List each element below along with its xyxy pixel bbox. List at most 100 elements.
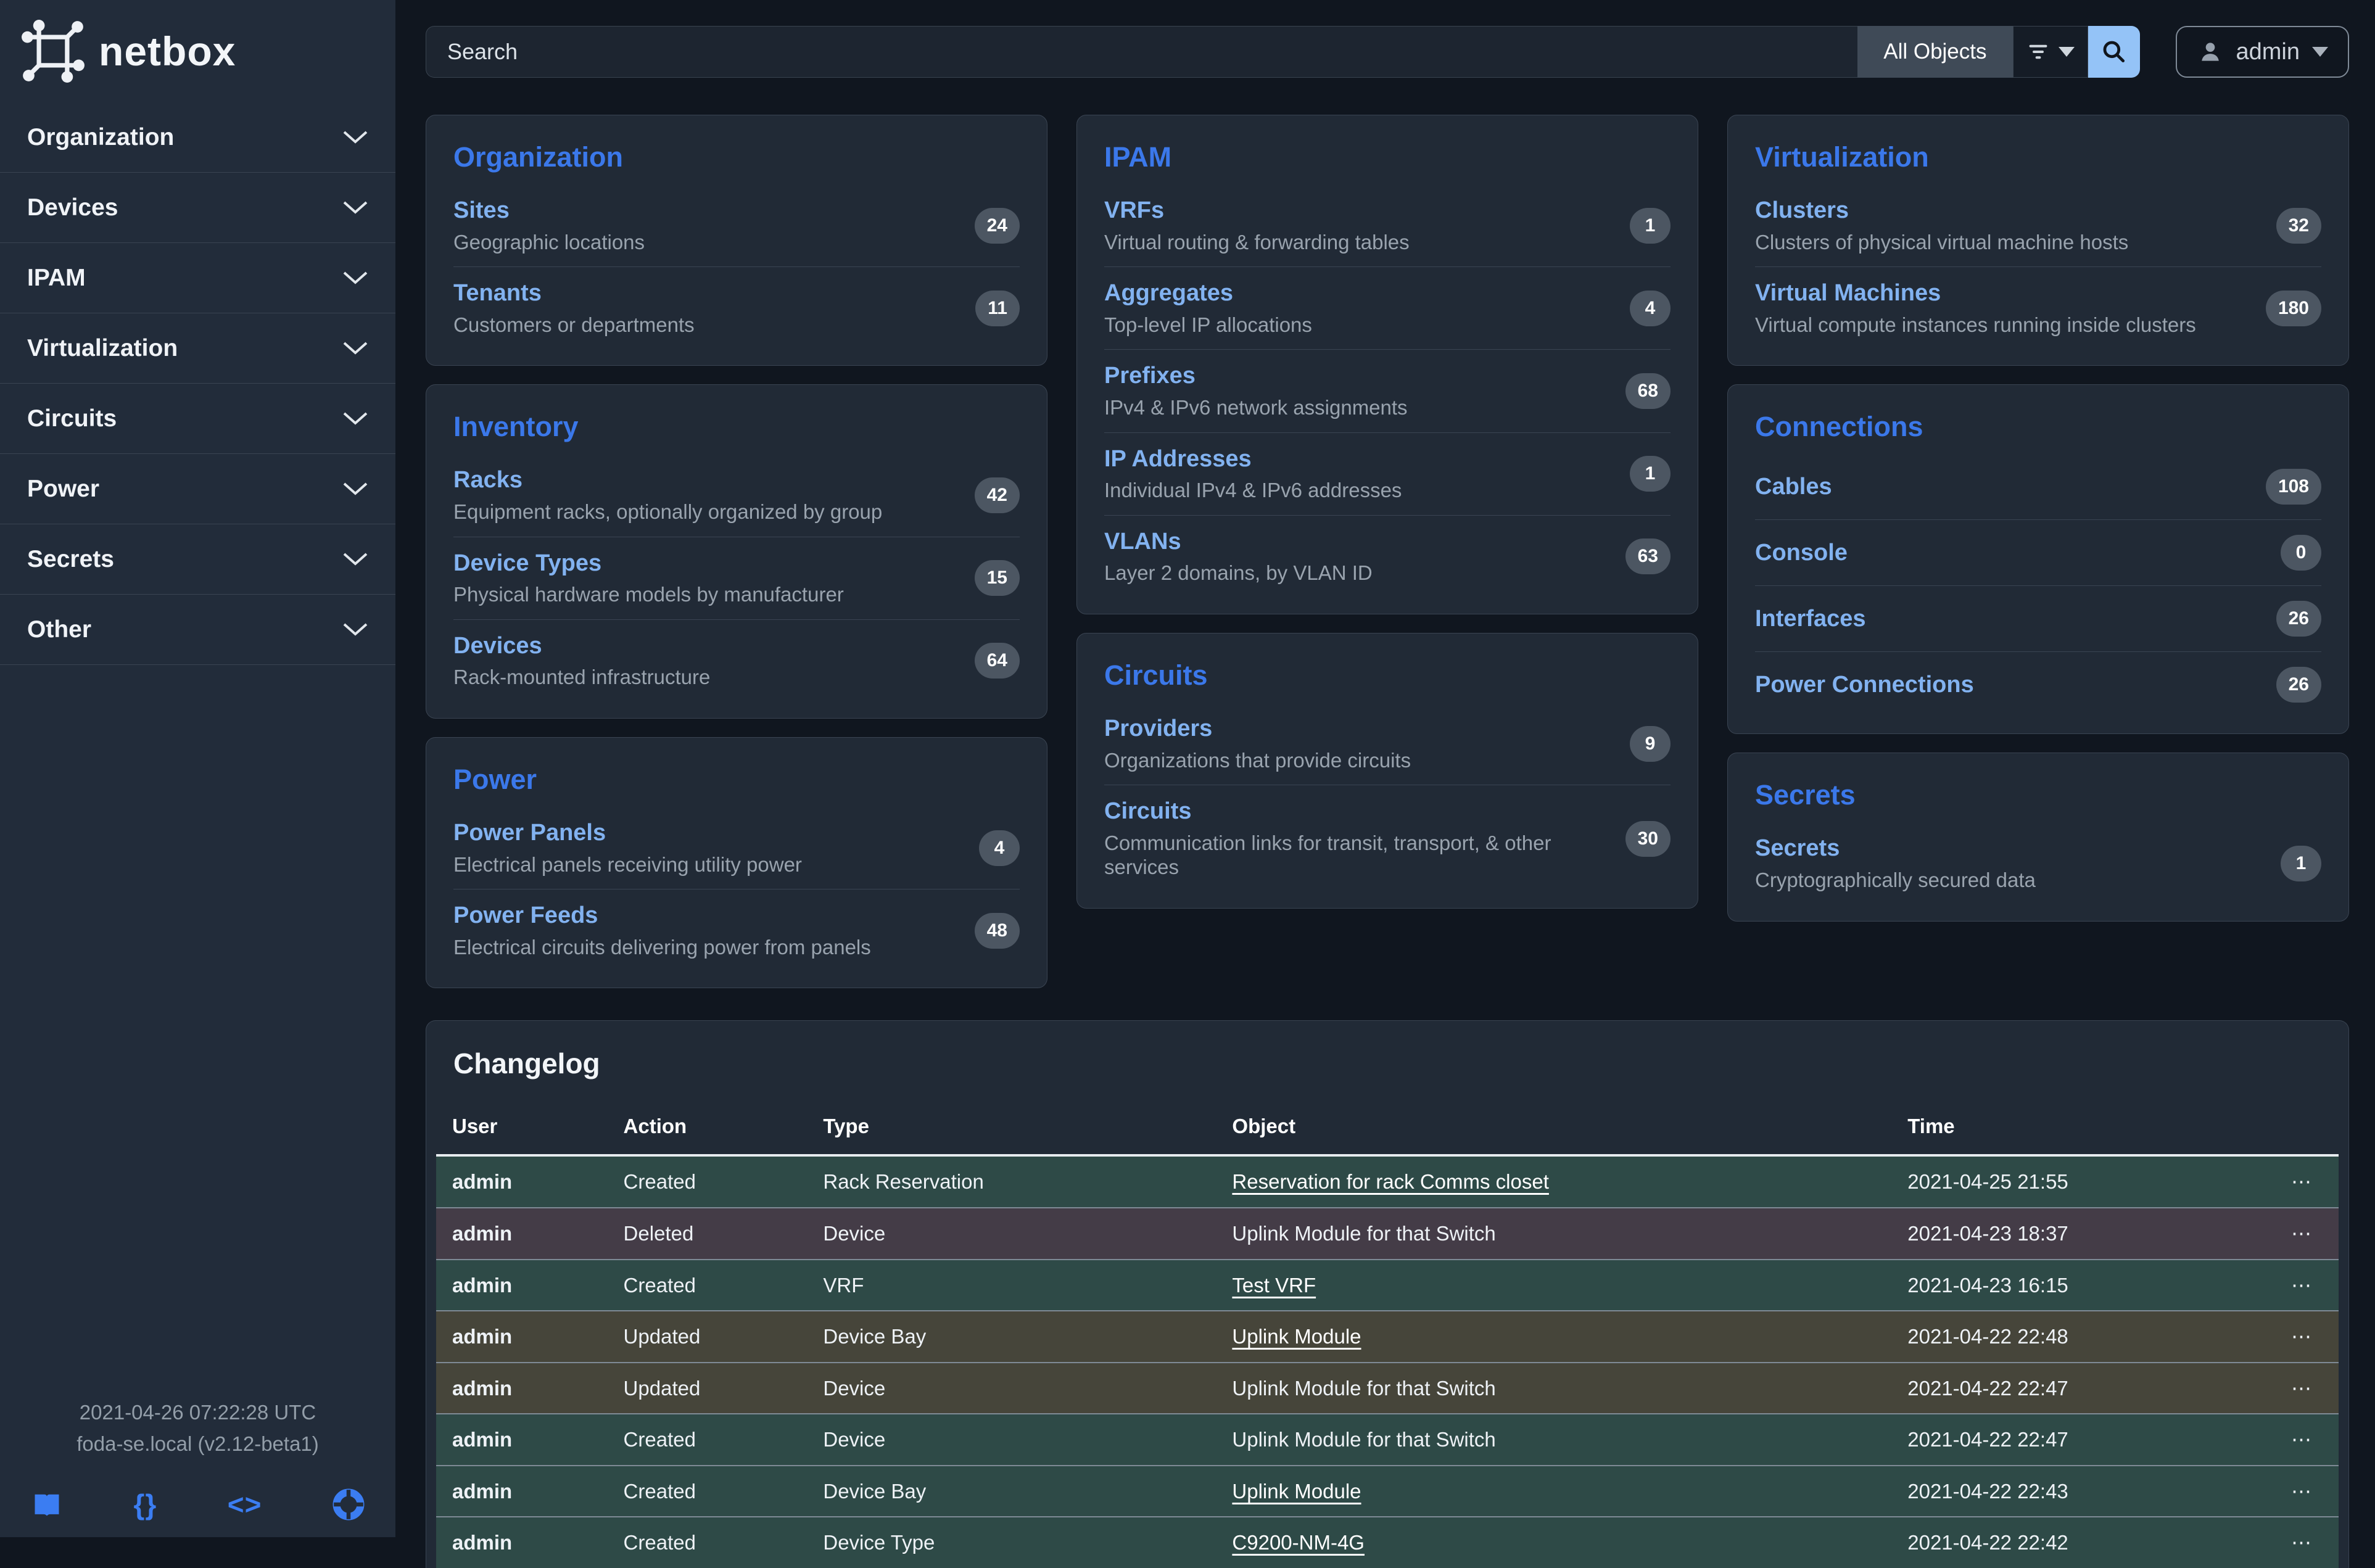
list-item: Tenants Customers or departments 11: [453, 267, 1020, 349]
power-feeds-link[interactable]: Power Feeds: [453, 902, 598, 930]
list-item: Secrets Cryptographically secured data 1: [1755, 822, 2321, 904]
tenants-link[interactable]: Tenants: [453, 279, 542, 308]
sidebar-item-devices[interactable]: Devices: [0, 173, 395, 243]
providers-link[interactable]: Providers: [1104, 715, 1212, 743]
chevron-down-icon: [342, 130, 368, 145]
prefixes-link[interactable]: Prefixes: [1104, 362, 1196, 390]
cell-time: 2021-04-22 22:48: [1891, 1311, 2262, 1363]
table-row: admin Deleted Device Uplink Module for t…: [436, 1208, 2339, 1260]
device-types-link[interactable]: Device Types: [453, 550, 601, 578]
item-description: Electrical panels receiving utility powe…: [453, 852, 802, 877]
power-panels-link[interactable]: Power Panels: [453, 819, 606, 848]
caret-down-icon: [2312, 47, 2328, 57]
cell-action: Created: [608, 1260, 808, 1311]
card-title: Circuits: [1104, 659, 1671, 691]
object-link[interactable]: Reservation for rack Comms closet: [1232, 1170, 1548, 1193]
table-row: admin Updated Device Uplink Module for t…: [436, 1363, 2339, 1414]
sidebar-item-label: Devices: [27, 194, 118, 221]
list-item: Power Panels Electrical panels receiving…: [453, 807, 1020, 889]
sidebar-item-secrets[interactable]: Secrets: [0, 524, 395, 595]
count-badge: 4: [1630, 291, 1671, 326]
sidebar-item-circuits[interactable]: Circuits: [0, 384, 395, 454]
row-ellipsis: ⋯: [2263, 1363, 2339, 1414]
source-code-icon[interactable]: <>: [228, 1488, 262, 1521]
sidebar: netbox Organization Devices IPAM Virtual…: [0, 0, 395, 1537]
table-row: admin Created Device Type C9200-NM-4G 20…: [436, 1517, 2339, 1568]
cell-action: Updated: [608, 1311, 808, 1363]
cell-action: Deleted: [608, 1208, 808, 1260]
devices-link[interactable]: Devices: [453, 632, 542, 661]
api-braces-icon[interactable]: {}: [133, 1488, 157, 1521]
console-link[interactable]: Console: [1755, 539, 1848, 567]
col-type: Type: [807, 1102, 1216, 1155]
caret-down-icon: [2059, 47, 2075, 57]
object-link[interactable]: Test VRF: [1232, 1274, 1316, 1297]
cell-type: Device Bay: [807, 1466, 1216, 1517]
count-badge: 108: [2266, 469, 2321, 505]
sidebar-item-virtualization[interactable]: Virtualization: [0, 313, 395, 384]
search-filter-button[interactable]: [2013, 26, 2088, 78]
row-ellipsis: ⋯: [2263, 1414, 2339, 1466]
count-badge: 64: [975, 643, 1020, 679]
clusters-link[interactable]: Clusters: [1755, 197, 1849, 225]
secrets-link[interactable]: Secrets: [1755, 835, 1840, 863]
sidebar-item-power[interactable]: Power: [0, 454, 395, 524]
vlans-link[interactable]: VLANs: [1104, 528, 1181, 556]
virtual-machines-link[interactable]: Virtual Machines: [1755, 279, 1941, 308]
netbox-logo[interactable]: netbox: [0, 0, 395, 102]
cell-time: 2021-04-22 22:42: [1891, 1517, 2262, 1568]
vrfs-link[interactable]: VRFs: [1104, 197, 1164, 225]
item-description: Cryptographically secured data: [1755, 868, 2036, 893]
list-item: Device Types Physical hardware models by…: [453, 537, 1020, 620]
search-submit-button[interactable]: [2088, 26, 2140, 78]
sidebar-footer-links: {} <>: [0, 1488, 395, 1521]
racks-link[interactable]: Racks: [453, 466, 522, 495]
list-item: Virtual Machines Virtual compute instanc…: [1755, 267, 2321, 349]
sites-link[interactable]: Sites: [453, 197, 510, 225]
item-description: Virtual routing & forwarding tables: [1104, 230, 1410, 255]
row-ellipsis: ⋯: [2263, 1311, 2339, 1363]
cell-user: admin: [436, 1466, 608, 1517]
user-label: admin: [2236, 39, 2300, 65]
list-item: Prefixes IPv4 & IPv6 network assignments…: [1104, 350, 1671, 432]
changelog-title: Changelog: [453, 1047, 2321, 1080]
cell-type: Device Type: [807, 1517, 1216, 1568]
dashboard-grid: Organization Sites Geographic locations …: [426, 115, 2349, 988]
user-icon: [2197, 38, 2224, 65]
count-badge: 4: [979, 830, 1020, 866]
chevron-down-icon: [342, 552, 368, 567]
cell-time: 2021-04-25 21:55: [1891, 1155, 2262, 1208]
interfaces-link[interactable]: Interfaces: [1755, 605, 1866, 633]
help-lifebuoy-icon[interactable]: [332, 1488, 365, 1521]
card-ipam: IPAM VRFs Virtual routing & forwarding t…: [1076, 115, 1698, 614]
search-scope-button[interactable]: All Objects: [1857, 26, 2012, 78]
sidebar-item-other[interactable]: Other: [0, 595, 395, 665]
user-menu-button[interactable]: admin: [2176, 26, 2350, 78]
chevron-down-icon: [342, 622, 368, 637]
cell-user: admin: [436, 1311, 608, 1363]
ip-addresses-link[interactable]: IP Addresses: [1104, 445, 1252, 474]
item-description: Top-level IP allocations: [1104, 313, 1312, 337]
cell-action: Created: [608, 1466, 808, 1517]
circuits-link[interactable]: Circuits: [1104, 798, 1191, 826]
list-item: Providers Organizations that provide cir…: [1104, 703, 1671, 785]
row-ellipsis: ⋯: [2263, 1260, 2339, 1311]
sidebar-item-label: Organization: [27, 124, 174, 151]
cables-link[interactable]: Cables: [1755, 473, 1832, 501]
sidebar-item-ipam[interactable]: IPAM: [0, 243, 395, 313]
object-link[interactable]: C9200-NM-4G: [1232, 1531, 1365, 1554]
sidebar-item-organization[interactable]: Organization: [0, 102, 395, 173]
item-description: Communication links for transit, transpo…: [1104, 831, 1611, 880]
aggregates-link[interactable]: Aggregates: [1104, 279, 1233, 308]
row-ellipsis: ⋯: [2263, 1155, 2339, 1208]
search-input[interactable]: [426, 26, 1857, 78]
count-badge: 9: [1630, 726, 1671, 762]
object-link[interactable]: Uplink Module: [1232, 1480, 1361, 1503]
cell-action: Created: [608, 1517, 808, 1568]
power-connections-link[interactable]: Power Connections: [1755, 671, 1974, 699]
count-badge: 180: [2266, 291, 2321, 326]
table-header-row: User Action Type Object Time: [436, 1102, 2339, 1155]
docs-book-icon[interactable]: [31, 1488, 63, 1521]
object-link[interactable]: Uplink Module: [1232, 1325, 1361, 1348]
row-ellipsis: ⋯: [2263, 1466, 2339, 1517]
